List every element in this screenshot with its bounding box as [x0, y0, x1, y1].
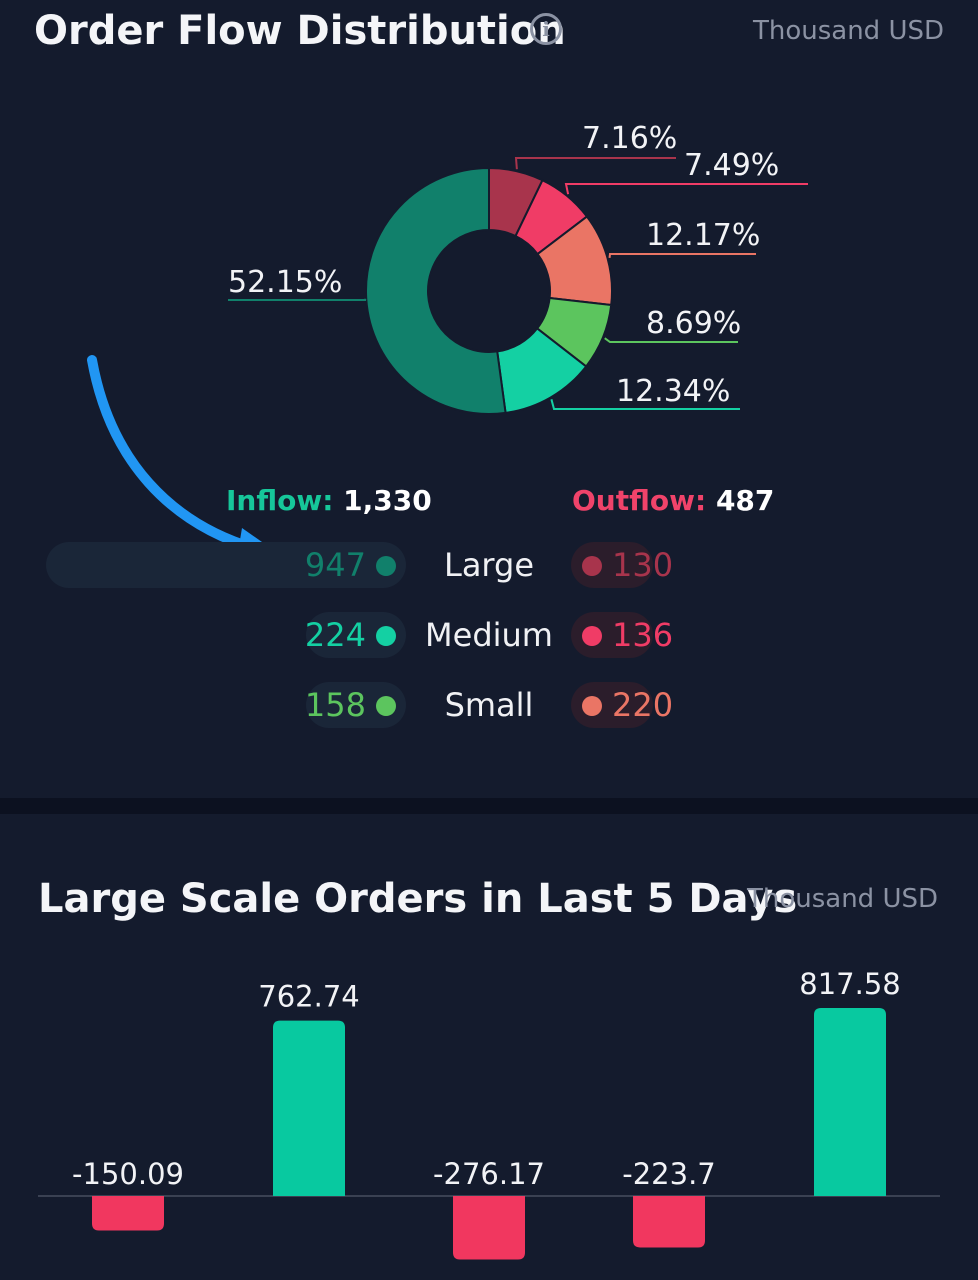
leader-line — [550, 399, 740, 410]
leader-line — [564, 183, 808, 195]
outflow-value: 220 — [612, 686, 674, 724]
outflow-dot — [582, 696, 602, 716]
outflow-total: 487 — [715, 484, 775, 517]
outflow-summary: Outflow: 487 — [572, 484, 774, 517]
flow-row-medium: 224 Medium 136 — [0, 612, 978, 662]
inflow-label: Inflow: — [226, 484, 334, 517]
leader-line — [604, 337, 738, 343]
bar-chart: -150.09 762.74 -276.17 -223.7 817.58 — [38, 967, 940, 1260]
inflow-value: 158 — [304, 686, 366, 724]
flow-row-large: 947 Large 130 — [0, 542, 978, 592]
section-divider — [0, 798, 978, 814]
bar-chart-unit: Thousand USD — [746, 884, 938, 914]
outflow-dot — [582, 556, 602, 576]
outflow-value: 136 — [612, 616, 674, 654]
bar-value-label: -276.17 — [433, 1157, 545, 1191]
slice-label: 7.16% — [582, 121, 677, 156]
leader-line — [228, 298, 367, 301]
bar — [92, 1196, 164, 1231]
inflow-total: 1,330 — [343, 484, 432, 517]
bar-value-label: -150.09 — [72, 1157, 184, 1191]
flow-row-small: 158 Small 220 — [0, 682, 978, 732]
inflow-value: 947 — [304, 546, 366, 584]
bar-chart-title: Large Scale Orders in Last 5 Days — [38, 876, 798, 922]
donut-chart: 7.16%7.49% 12.17% 8.69% 12.34% 52.15% — [228, 121, 808, 415]
outflow-dot — [582, 626, 602, 646]
leader-line — [608, 253, 756, 259]
outflow-value: 130 — [612, 546, 674, 584]
order-flow-section: Order Flow Distribution i Thousand USD 7… — [0, 8, 978, 732]
slice-label: 7.49% — [684, 148, 779, 183]
category-label: Small — [444, 686, 534, 724]
slice-label: 12.17% — [646, 218, 760, 253]
slice-label: 8.69% — [646, 306, 741, 341]
distribution-title: Order Flow Distribution — [34, 8, 566, 54]
inflow-value: 224 — [304, 616, 366, 654]
category-label: Medium — [425, 616, 553, 654]
bar — [814, 1008, 886, 1196]
leader-line — [514, 157, 676, 170]
info-icon[interactable]: i — [530, 13, 562, 45]
category-label: Large — [443, 546, 535, 584]
slice-label: 12.34% — [616, 374, 730, 409]
inflow-dot — [376, 556, 396, 576]
bar — [273, 1020, 345, 1196]
inflow-summary: Inflow: 1,330 — [226, 484, 432, 517]
bar-value-label: 762.74 — [258, 980, 359, 1014]
large-orders-section: Large Scale Orders in Last 5 Days Thousa… — [0, 814, 978, 1280]
outflow-label: Outflow: — [572, 484, 707, 517]
inflow-pill — [46, 542, 406, 588]
bar-value-label: 817.58 — [799, 967, 900, 1001]
inflow-dot — [376, 696, 396, 716]
inflow-dot — [376, 626, 396, 646]
donut-slice — [365, 166, 507, 415]
slice-label: 52.15% — [228, 265, 342, 300]
bar-value-label: -223.7 — [622, 1157, 716, 1191]
bar — [453, 1196, 525, 1260]
distribution-unit: Thousand USD — [752, 16, 944, 46]
bar — [633, 1196, 705, 1248]
